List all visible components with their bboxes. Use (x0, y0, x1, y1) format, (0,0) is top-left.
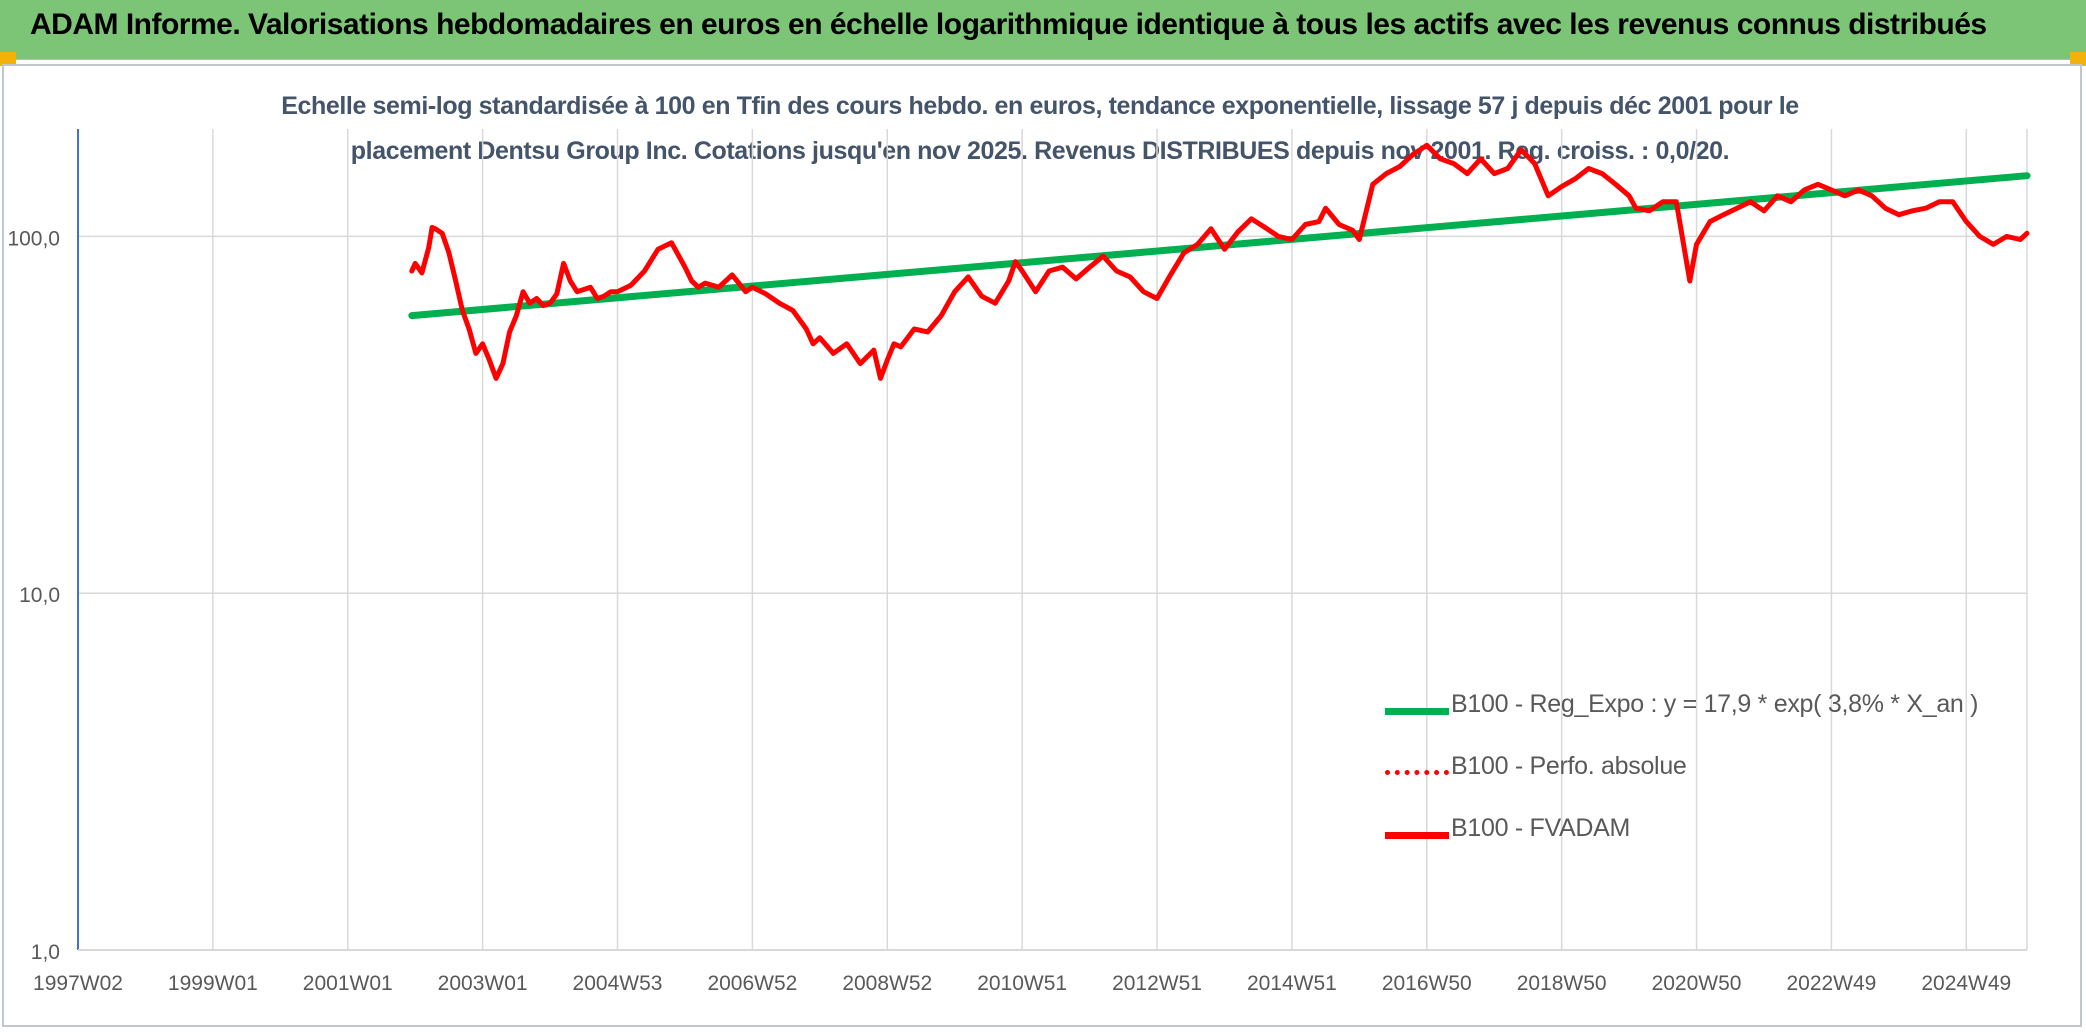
x-tick-label-9: 2014W51 (1247, 972, 1337, 995)
x-tick-label-1: 1999W01 (168, 972, 258, 995)
x-tick-label-5: 2006W52 (707, 972, 797, 995)
y-tick-labels: 1,0 10,0 100,0 (7, 227, 60, 964)
x-tick-label-10: 2016W50 (1382, 972, 1472, 995)
x-tick-label-8: 2012W51 (1112, 972, 1202, 995)
x-tick-label-7: 2010W51 (977, 972, 1067, 995)
report-title: ADAM Informe. Valorisations hebdomadaire… (30, 8, 1987, 41)
legend-label-fvadam: B100 - FVADAM (1451, 814, 1631, 842)
x-tick-label-3: 2003W01 (438, 972, 528, 995)
x-tick-labels: 1997W02 1999W01 2001W01 2003W01 2004W53 2006W… (33, 972, 2011, 995)
corner-marker-right (2070, 52, 2086, 66)
legend-swatch-fvadam (1385, 832, 1449, 839)
legend-label-perfo-absolue: B100 - Perfo. absolue (1451, 752, 1687, 780)
report-header: ADAM Informe. Valorisations hebdomadaire… (0, 0, 2086, 60)
legend-label-reg-expo: B100 - Reg_Expo : y = 17,9 * exp( 3,8% *… (1451, 690, 1979, 718)
chart-title: Echelle semi-log standardisée à 100 en T… (240, 84, 1840, 174)
chart-title-line-1: Echelle semi-log standardisée à 100 en T… (281, 92, 1799, 120)
y-tick-label-2: 100,0 (7, 227, 60, 250)
x-tick-label-4: 2004W53 (573, 972, 663, 995)
y-tick-label-0: 1,0 (31, 941, 60, 964)
y-tick-label-1: 10,0 (19, 584, 60, 607)
chart-frame (2, 64, 2082, 1027)
chart-axes (77, 129, 2027, 951)
x-tick-label-13: 2022W49 (1786, 972, 1876, 995)
x-tick-label-11: 2018W50 (1517, 972, 1607, 995)
x-tick-label-0: 1997W02 (33, 972, 123, 995)
x-tick-label-12: 2020W50 (1652, 972, 1742, 995)
x-tick-label-2: 2001W01 (303, 972, 393, 995)
x-tick-label-6: 2008W52 (842, 972, 932, 995)
series-line-2 (409, 142, 2030, 381)
vertical-gridlines (77, 129, 2028, 950)
x-tick-label-14: 2024W49 (1921, 972, 2011, 995)
legend-swatch-perfo-absolue (1385, 770, 1449, 775)
horizontal-gridlines (78, 235, 2027, 951)
chart-title-line-2: placement Dentsu Group Inc. Cotations ju… (350, 137, 1730, 165)
corner-marker-left (0, 52, 16, 66)
legend-swatch-reg-expo (1385, 708, 1449, 715)
series-layer (408, 142, 2031, 381)
